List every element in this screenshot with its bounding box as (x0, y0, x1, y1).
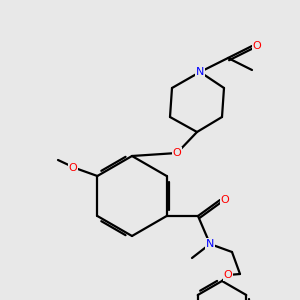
Text: O: O (69, 163, 77, 173)
Text: O: O (224, 270, 232, 280)
Text: O: O (172, 148, 182, 158)
Text: N: N (196, 67, 204, 77)
Text: O: O (220, 195, 230, 205)
Text: O: O (253, 41, 261, 51)
Text: N: N (206, 239, 214, 249)
